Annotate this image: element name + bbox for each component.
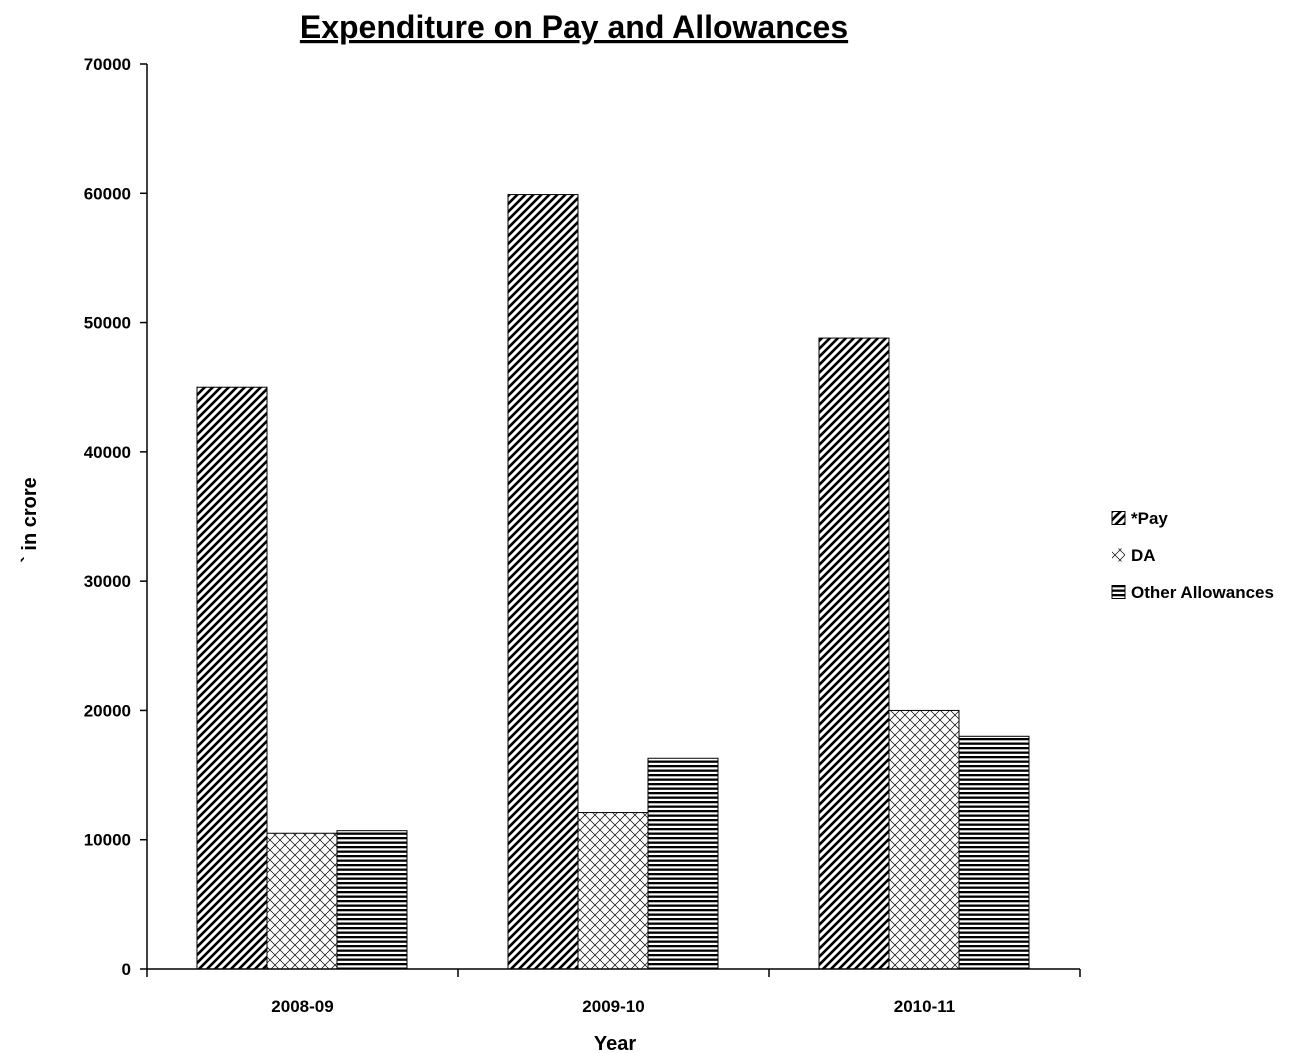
y-tick-label: 30000 [84,572,131,591]
x-tick-label: 2010-11 [894,997,955,1016]
x-tick-label: 2008-09 [271,997,333,1016]
legend-swatch-pay [1111,511,1126,525]
bar-other-allowances-2009-10 [647,757,719,970]
bar-other-allowances-2010-11 [958,735,1030,970]
legend: *Pay DA Other Allowances [1111,509,1274,602]
bar-da-2009-10 [577,812,649,970]
y-tick-label: 60000 [84,184,131,203]
bars-layer [196,194,1030,970]
bar-pay-2009-10 [507,194,579,970]
y-tick-label: 70000 [84,55,131,74]
legend-label-da: DA [1131,546,1156,565]
bar-other-allowances-2008-09 [336,830,408,970]
y-axis-title: ` in crore [19,477,41,563]
legend-label-pay: *Pay [1131,509,1168,528]
bar-pay-2008-09 [196,386,268,970]
bar-pay-2010-11 [818,337,890,970]
bar-da-2010-11 [888,709,960,970]
bar-da-2008-09 [266,832,338,970]
y-tick-label: 0 [122,960,131,979]
legend-label-other-allowances: Other Allowances [1131,583,1274,602]
legend-swatch-other-allowances [1111,585,1126,599]
y-tick-label: 10000 [84,831,131,850]
legend-swatch-da [1112,548,1125,562]
x-axis-title: Year [594,1033,636,1053]
axes-layer: 0 10000 20000 30000 40000 50000 60000 70000 2008… [84,55,1081,1016]
y-tick-label: 50000 [84,314,131,333]
y-tick-label: 40000 [84,443,131,462]
x-tick-label: 2009-10 [582,997,644,1016]
chart-title: Expenditure on Pay and Allowances [300,9,848,45]
y-tick-label: 20000 [84,701,131,720]
